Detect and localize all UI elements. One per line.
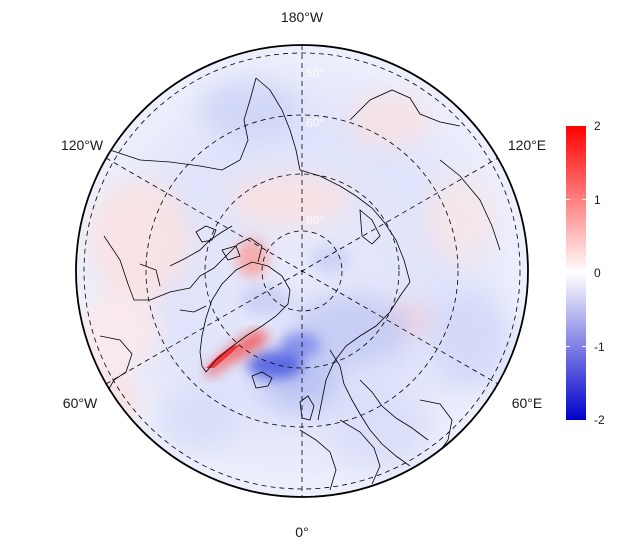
colorbar-tick-2: 2 <box>594 119 601 133</box>
lon-label-bottom: 0° <box>295 524 308 540</box>
lat-label-50: 50° <box>306 66 324 80</box>
coastlines <box>99 77 501 491</box>
lon-label-top: 180°W <box>281 9 324 25</box>
colorbar: 2 1 0 -1 -2 <box>566 119 605 427</box>
lon-label-upper-left: 120°W <box>61 137 104 153</box>
lat-label-80: 80° <box>306 213 324 227</box>
colorbar-tick-1: 1 <box>594 193 601 207</box>
lat-label-60: 60° <box>306 116 324 130</box>
lon-label-lower-left: 60°W <box>63 395 98 411</box>
lon-label-upper-right: 120°E <box>508 137 546 153</box>
colorbar-gradient <box>566 126 586 420</box>
colorbar-tick-0: 0 <box>594 266 601 280</box>
lon-label-lower-right: 60°E <box>512 395 543 411</box>
map-boundary <box>75 44 529 498</box>
colorbar-tick-neg2: -2 <box>594 413 605 427</box>
gridlines <box>83 45 521 497</box>
colorbar-tick-neg1: -1 <box>594 340 605 354</box>
